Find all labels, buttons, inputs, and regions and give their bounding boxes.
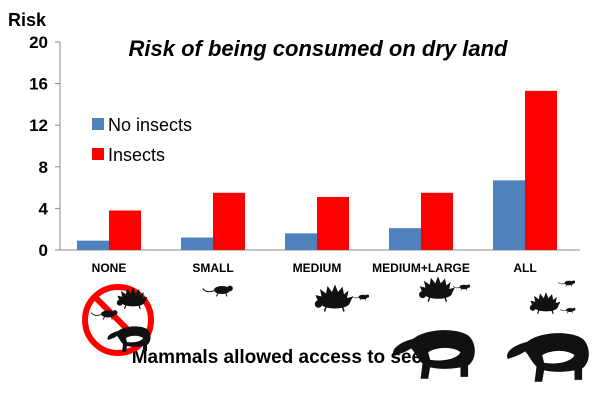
bar-insects-1 — [213, 192, 245, 250]
y-tick-label: 8 — [39, 158, 48, 177]
bar-insects-2 — [317, 196, 349, 250]
bar-no-insects-4 — [493, 180, 525, 250]
legend-label: Insects — [108, 145, 165, 165]
legend-swatch-1 — [92, 148, 104, 160]
porcupine-icon — [116, 286, 148, 310]
rodent-icon — [557, 280, 576, 287]
y-tick-label: 20 — [29, 33, 48, 52]
x-axis-caption: Mammals allowed access to seeds — [132, 347, 445, 368]
bar-no-insects-2 — [285, 233, 317, 250]
x-tick-label: SMALL — [192, 261, 233, 275]
tapir-icon — [507, 333, 589, 382]
bar-no-insects-3 — [389, 228, 421, 250]
legend-swatch-0 — [92, 118, 104, 130]
rodent-icon — [560, 307, 576, 314]
y-tick-label: 4 — [39, 199, 49, 218]
bar-no-insects-0 — [77, 240, 109, 250]
x-tick-label: NONE — [92, 261, 127, 275]
porcupine-icon — [418, 275, 456, 303]
legend-label: No insects — [108, 115, 192, 135]
porcupine-icon — [314, 283, 354, 313]
y-axis-label: Risk — [8, 10, 47, 30]
rodent-icon — [452, 284, 471, 291]
y-tick-label: 16 — [29, 75, 48, 94]
bar-insects-4 — [525, 90, 557, 250]
bar-no-insects-1 — [181, 237, 213, 250]
porcupine-icon — [529, 291, 562, 315]
prohibition-circle-icon — [82, 284, 154, 356]
rodent-icon — [351, 294, 370, 301]
chart-title: Risk of being consumed on dry land — [129, 36, 508, 61]
y-tick-label: 12 — [29, 116, 48, 135]
bar-insects-0 — [109, 210, 141, 250]
x-tick-label: MEDIUM+LARGE — [372, 261, 470, 275]
bar-insects-3 — [421, 192, 453, 250]
x-tick-label: ALL — [513, 261, 536, 275]
y-tick-label: 0 — [39, 241, 48, 260]
x-tick-label: MEDIUM — [293, 261, 342, 275]
rodent-icon — [202, 285, 234, 297]
